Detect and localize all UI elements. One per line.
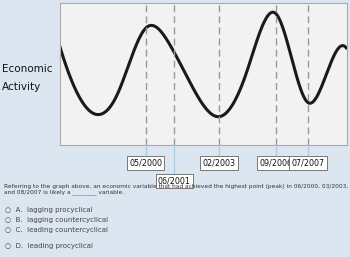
Text: ○  D.  leading procyclical: ○ D. leading procyclical	[5, 243, 93, 249]
Text: ○  B.  lagging countercyclical: ○ B. lagging countercyclical	[5, 217, 108, 223]
Text: ○  C.  leading countercyclical: ○ C. leading countercyclical	[5, 227, 108, 233]
Text: Referring to the graph above, an economic variable that had achieved the highest: Referring to the graph above, an economi…	[4, 184, 348, 195]
Text: 05/2000: 05/2000	[129, 159, 162, 168]
Text: 09/2006: 09/2006	[260, 159, 293, 168]
Text: 02/2003: 02/2003	[202, 159, 235, 168]
Text: 06/2001: 06/2001	[158, 177, 191, 186]
Text: ○  A.  lagging procyclical: ○ A. lagging procyclical	[5, 207, 93, 213]
Text: Economic: Economic	[2, 65, 52, 74]
Text: Activity: Activity	[2, 82, 41, 92]
Text: 07/2007: 07/2007	[291, 159, 324, 168]
